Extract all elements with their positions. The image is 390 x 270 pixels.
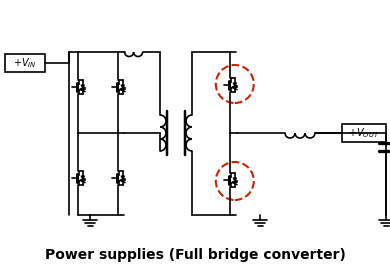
- Polygon shape: [81, 85, 85, 89]
- Polygon shape: [121, 85, 125, 89]
- Bar: [342, 124, 386, 142]
- Text: $+V_{OUT}$: $+V_{OUT}$: [348, 126, 380, 140]
- Bar: [5, 54, 45, 72]
- Polygon shape: [233, 83, 237, 87]
- Polygon shape: [121, 176, 125, 180]
- Polygon shape: [233, 178, 237, 182]
- Text: $+V_{IN}$: $+V_{IN}$: [13, 56, 37, 70]
- Text: Power supplies (Full bridge converter): Power supplies (Full bridge converter): [44, 248, 346, 262]
- Polygon shape: [81, 176, 85, 180]
